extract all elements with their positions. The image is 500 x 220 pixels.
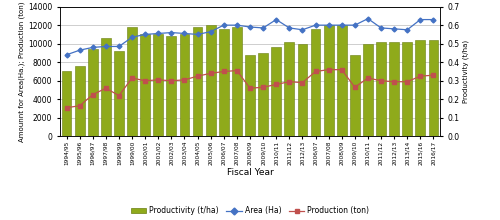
Bar — [376, 42, 386, 136]
Bar — [180, 34, 190, 136]
Bar — [258, 53, 268, 136]
Bar — [166, 36, 176, 136]
Bar — [298, 44, 308, 136]
Bar — [154, 34, 163, 136]
X-axis label: Fiscal Year: Fiscal Year — [226, 168, 274, 177]
Bar — [324, 25, 334, 136]
Bar — [232, 27, 242, 136]
Bar — [428, 40, 438, 136]
Bar — [127, 27, 137, 136]
Bar — [88, 49, 98, 136]
Bar — [337, 25, 346, 136]
Bar — [62, 72, 72, 136]
Bar — [402, 42, 412, 136]
Bar — [272, 47, 281, 136]
Bar — [416, 40, 426, 136]
Bar — [206, 25, 216, 136]
Bar — [219, 29, 228, 136]
Bar — [310, 29, 320, 136]
Bar — [284, 42, 294, 136]
Bar — [101, 38, 111, 136]
Bar — [140, 34, 150, 136]
Bar — [363, 44, 373, 136]
Bar — [389, 42, 399, 136]
Bar — [114, 51, 124, 136]
Legend: Productivity (t/ha), Area (Ha), Production (ton): Productivity (t/ha), Area (Ha), Producti… — [128, 203, 372, 218]
Y-axis label: Productivity (t/ha): Productivity (t/ha) — [462, 40, 469, 103]
Bar — [245, 55, 255, 136]
Y-axis label: Amounnt for Area(Ha.); Production (ton): Amounnt for Area(Ha.); Production (ton) — [19, 1, 26, 142]
Bar — [74, 66, 85, 136]
Bar — [350, 55, 360, 136]
Bar — [192, 27, 202, 136]
